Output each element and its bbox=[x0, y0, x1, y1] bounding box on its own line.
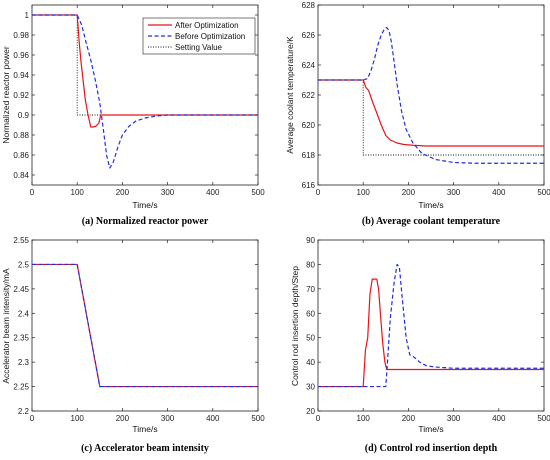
series-line-after-optimization bbox=[32, 14, 258, 128]
y-tick-label: 40 bbox=[306, 358, 315, 367]
y-tick-label: 2.3 bbox=[18, 358, 30, 367]
panel-b: 0 100 200 300 400 500 616 618 620 622 624 626 628 Ti… bbox=[285, 1, 550, 227]
x-tick-label: 0 bbox=[316, 414, 321, 423]
x-tick-label: 100 bbox=[357, 414, 371, 423]
x-tick-label: 400 bbox=[206, 414, 220, 423]
y-tick-label: 1 bbox=[25, 11, 30, 20]
panel-a-ticks: 0 100 200 300 400 500 0.84 0.86 0.88 0.9 0.92 0.94 0… bbox=[13, 5, 265, 197]
legend: After Optimization Before Optimization S… bbox=[142, 17, 256, 55]
y-tick-label: 0.94 bbox=[13, 71, 29, 80]
y-tick-label: 70 bbox=[306, 285, 315, 294]
x-tick-label: 300 bbox=[447, 414, 461, 423]
panel-d-series bbox=[318, 263, 544, 388]
panel-d-caption: (d) Control rod insertion depth bbox=[365, 443, 498, 454]
panel-d-xlabel: Time/s bbox=[418, 424, 443, 434]
x-tick-label: 0 bbox=[316, 188, 321, 197]
panel-c-ticks: 0 100 200 300 400 500 2.2 2.25 2.3 2.35 2.4 2.45 2.5… bbox=[13, 236, 265, 423]
series-line-before-optimization bbox=[32, 263, 258, 388]
x-tick-label: 100 bbox=[71, 188, 85, 197]
panel-b-caption: (b) Average coolant temperature bbox=[362, 216, 501, 227]
x-tick-label: 400 bbox=[492, 414, 506, 423]
y-tick-label: 30 bbox=[306, 383, 315, 392]
panel-c-series bbox=[32, 263, 258, 388]
series-line-before-optimization bbox=[318, 263, 544, 388]
legend-label-setting: Setting Value bbox=[175, 43, 223, 52]
x-tick-label: 400 bbox=[206, 188, 220, 197]
y-tick-label: 628 bbox=[302, 1, 316, 10]
y-tick-label: 20 bbox=[306, 407, 315, 416]
panel-a-xlabel: Time/s bbox=[132, 200, 157, 210]
panel-c: 0 100 200 300 400 500 2.2 2.25 2.3 2.35 2.4 2.45 2.5… bbox=[1, 236, 265, 454]
y-tick-label: 624 bbox=[302, 61, 316, 70]
panel-b-xlabel: Time/s bbox=[418, 200, 443, 210]
legend-label-before: Before Optimization bbox=[175, 32, 245, 41]
y-tick-label: 622 bbox=[302, 91, 316, 100]
y-tick-label: 2.25 bbox=[13, 383, 29, 392]
panel-a: 0 100 200 300 400 500 0.84 0.86 0.88 0.9 0.92 0.94 0… bbox=[1, 4, 265, 227]
y-tick-label: 2.2 bbox=[18, 407, 30, 416]
y-tick-label: 0.84 bbox=[13, 171, 29, 180]
y-tick-label: 626 bbox=[302, 31, 316, 40]
y-tick-label: 0.92 bbox=[13, 91, 29, 100]
panel-b-ylabel: Average coolant temperature/K bbox=[285, 36, 295, 154]
x-tick-label: 200 bbox=[402, 188, 416, 197]
x-tick-label: 400 bbox=[492, 188, 506, 197]
panel-a-caption: (a) Normalized reactor power bbox=[82, 216, 209, 227]
panel-a-ylabel: Normalized reactor power bbox=[1, 46, 11, 143]
panel-c-caption: (c) Accelerator beam intensity bbox=[81, 443, 209, 454]
y-tick-label: 2.45 bbox=[13, 285, 29, 294]
panel-d-ylabel: Control rod insertion depth/Step bbox=[290, 266, 300, 386]
series-line-after-optimization bbox=[318, 79, 544, 147]
x-tick-label: 100 bbox=[71, 414, 85, 423]
panel-c-ylabel: Accelerator beam intensity/mA bbox=[1, 268, 11, 384]
y-tick-label: 0.9 bbox=[18, 111, 30, 120]
x-tick-label: 300 bbox=[161, 188, 175, 197]
panel-b-series bbox=[318, 26, 544, 164]
panel-c-xlabel: Time/s bbox=[132, 424, 157, 434]
panel-a-series bbox=[32, 14, 258, 169]
y-tick-label: 50 bbox=[306, 334, 315, 343]
x-tick-label: 200 bbox=[116, 188, 130, 197]
series-line-before-optimization bbox=[32, 14, 258, 169]
y-tick-label: 0.88 bbox=[13, 131, 29, 140]
y-tick-label: 620 bbox=[302, 121, 316, 130]
y-tick-label: 80 bbox=[306, 260, 315, 269]
x-tick-label: 500 bbox=[537, 188, 550, 197]
y-tick-label: 0.98 bbox=[13, 31, 29, 40]
x-tick-label: 300 bbox=[447, 188, 461, 197]
y-tick-label: 60 bbox=[306, 309, 315, 318]
legend-label-after: After Optimization bbox=[175, 21, 239, 30]
y-tick-label: 2.55 bbox=[13, 236, 29, 245]
y-tick-label: 618 bbox=[302, 151, 316, 160]
x-tick-label: 0 bbox=[30, 188, 35, 197]
x-tick-label: 100 bbox=[357, 188, 371, 197]
panel-c-plot-area bbox=[31, 239, 259, 412]
y-tick-label: 0.96 bbox=[13, 51, 29, 60]
x-tick-label: 200 bbox=[116, 414, 130, 423]
series-line-before-optimization bbox=[318, 26, 544, 164]
y-tick-label: 2.35 bbox=[13, 334, 29, 343]
x-tick-label: 500 bbox=[251, 414, 265, 423]
y-tick-label: 90 bbox=[306, 236, 315, 245]
x-tick-label: 500 bbox=[251, 188, 265, 197]
series-line-after-optimization bbox=[318, 278, 544, 388]
y-tick-label: 2.5 bbox=[18, 260, 30, 269]
y-tick-label: 616 bbox=[302, 181, 316, 190]
panel-b-ticks: 0 100 200 300 400 500 616 618 620 622 624 626 628 bbox=[302, 1, 550, 197]
x-tick-label: 200 bbox=[402, 414, 416, 423]
x-tick-label: 500 bbox=[537, 414, 550, 423]
x-tick-label: 0 bbox=[30, 414, 35, 423]
panel-d-plot-area bbox=[317, 239, 545, 412]
x-tick-label: 300 bbox=[161, 414, 175, 423]
y-tick-label: 0.86 bbox=[13, 151, 29, 160]
y-tick-label: 2.4 bbox=[18, 309, 30, 318]
